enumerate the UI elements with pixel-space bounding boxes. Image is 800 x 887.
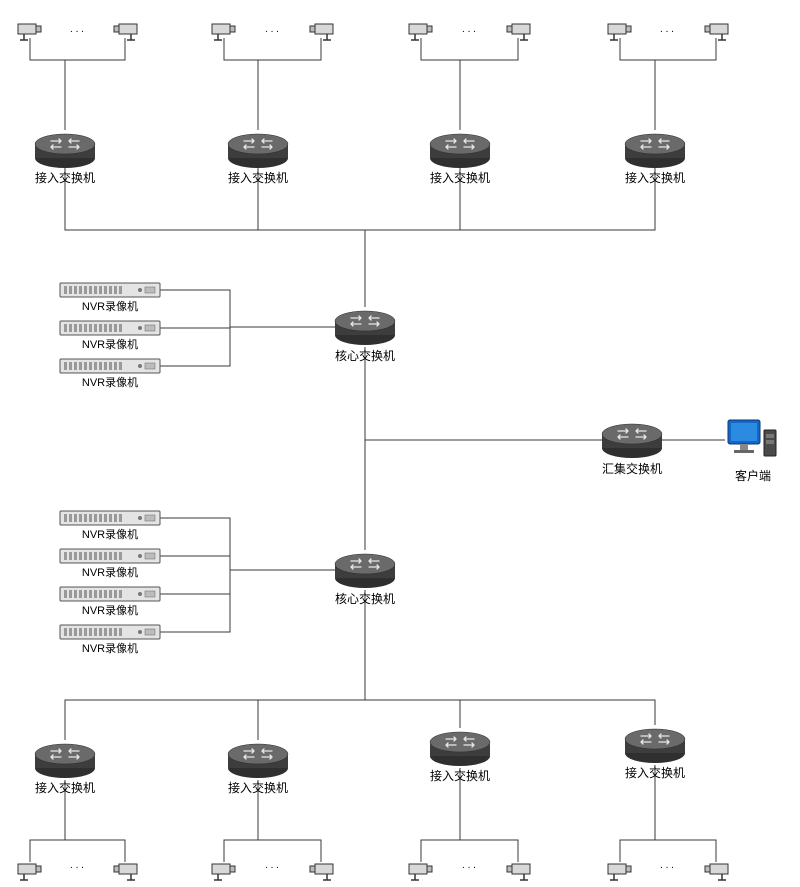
access-switch-label: 接入交换机 <box>35 780 95 795</box>
switch-icon <box>625 134 685 168</box>
edge <box>460 60 469 130</box>
switch-icon <box>335 311 395 345</box>
access-switch-label: 接入交换机 <box>228 170 288 185</box>
camera-icon <box>409 864 432 880</box>
camera-icon <box>114 864 137 880</box>
camera-icon <box>705 864 728 880</box>
switch-icon <box>35 744 95 778</box>
client-icon <box>728 420 776 456</box>
camera-icon <box>608 864 631 880</box>
nvr-icon <box>60 359 160 373</box>
core-switch-label: 核心交换机 <box>335 591 395 606</box>
camera-icon <box>18 864 41 880</box>
ellipsis: . . . <box>660 860 674 871</box>
edge <box>655 60 667 130</box>
switch-icon <box>35 134 95 168</box>
nvr-label: NVR录像机 <box>82 375 138 389</box>
switch-icon <box>430 732 490 766</box>
switch-icon <box>228 134 288 168</box>
access-switch-label: 接入交换机 <box>430 768 490 783</box>
switch-icon <box>602 424 662 458</box>
camera-icon <box>507 864 530 880</box>
camera-icon <box>409 24 432 40</box>
nvr-label: NVR录像机 <box>82 641 138 655</box>
edge <box>30 840 125 862</box>
nvr-icon <box>60 321 160 335</box>
edge <box>160 518 230 632</box>
edge <box>65 700 655 740</box>
access-switch-label: 接入交换机 <box>35 170 95 185</box>
nvr-icon <box>60 587 160 601</box>
ellipsis: . . . <box>462 860 476 871</box>
camera-icon <box>212 864 235 880</box>
edge <box>258 60 272 130</box>
switch-icon <box>625 729 685 763</box>
nvr-icon <box>60 549 160 563</box>
nvr-icon <box>60 511 160 525</box>
nvr-label: NVR录像机 <box>82 527 138 541</box>
edge <box>620 840 716 862</box>
edge <box>65 168 655 230</box>
ellipsis: . . . <box>660 24 674 35</box>
camera-icon <box>507 24 530 40</box>
switch-icon <box>228 744 288 778</box>
edge <box>224 38 321 60</box>
camera-icon <box>18 24 41 40</box>
ellipsis: . . . <box>70 860 84 871</box>
nvr-label: NVR录像机 <box>82 337 138 351</box>
camera-icon <box>608 24 631 40</box>
edge <box>224 840 321 862</box>
camera-icon <box>212 24 235 40</box>
nvr-label: NVR录像机 <box>82 299 138 313</box>
network-diagram: . . . . . . . . . . . . . . . . . . . . . . . .… <box>0 0 800 887</box>
edge <box>65 60 77 130</box>
access-switch-label: 接入交换机 <box>625 765 685 780</box>
access-switch-label: 接入交换机 <box>228 780 288 795</box>
camera-icon <box>114 24 137 40</box>
nvr-icon <box>60 625 160 639</box>
core-switch-label: 核心交换机 <box>335 348 395 363</box>
switch-icon <box>335 554 395 588</box>
ellipsis: . . . <box>265 24 279 35</box>
access-switch-label: 接入交换机 <box>625 170 685 185</box>
agg-switch-label: 汇集交换机 <box>602 461 662 476</box>
edge <box>620 38 716 60</box>
nvr-label: NVR录像机 <box>82 565 138 579</box>
ellipsis: . . . <box>70 24 84 35</box>
camera-icon <box>310 24 333 40</box>
ellipsis: . . . <box>462 24 476 35</box>
camera-icon <box>705 24 728 40</box>
camera-icon <box>310 864 333 880</box>
nvr-label: NVR录像机 <box>82 603 138 617</box>
nvr-icon <box>60 283 160 297</box>
switch-icon <box>430 134 490 168</box>
ellipsis: . . . <box>265 860 279 871</box>
access-switch-label: 接入交换机 <box>430 170 490 185</box>
edge <box>30 38 125 60</box>
client-label: 客户端 <box>735 468 771 483</box>
edge <box>421 840 518 862</box>
edge <box>421 38 518 60</box>
